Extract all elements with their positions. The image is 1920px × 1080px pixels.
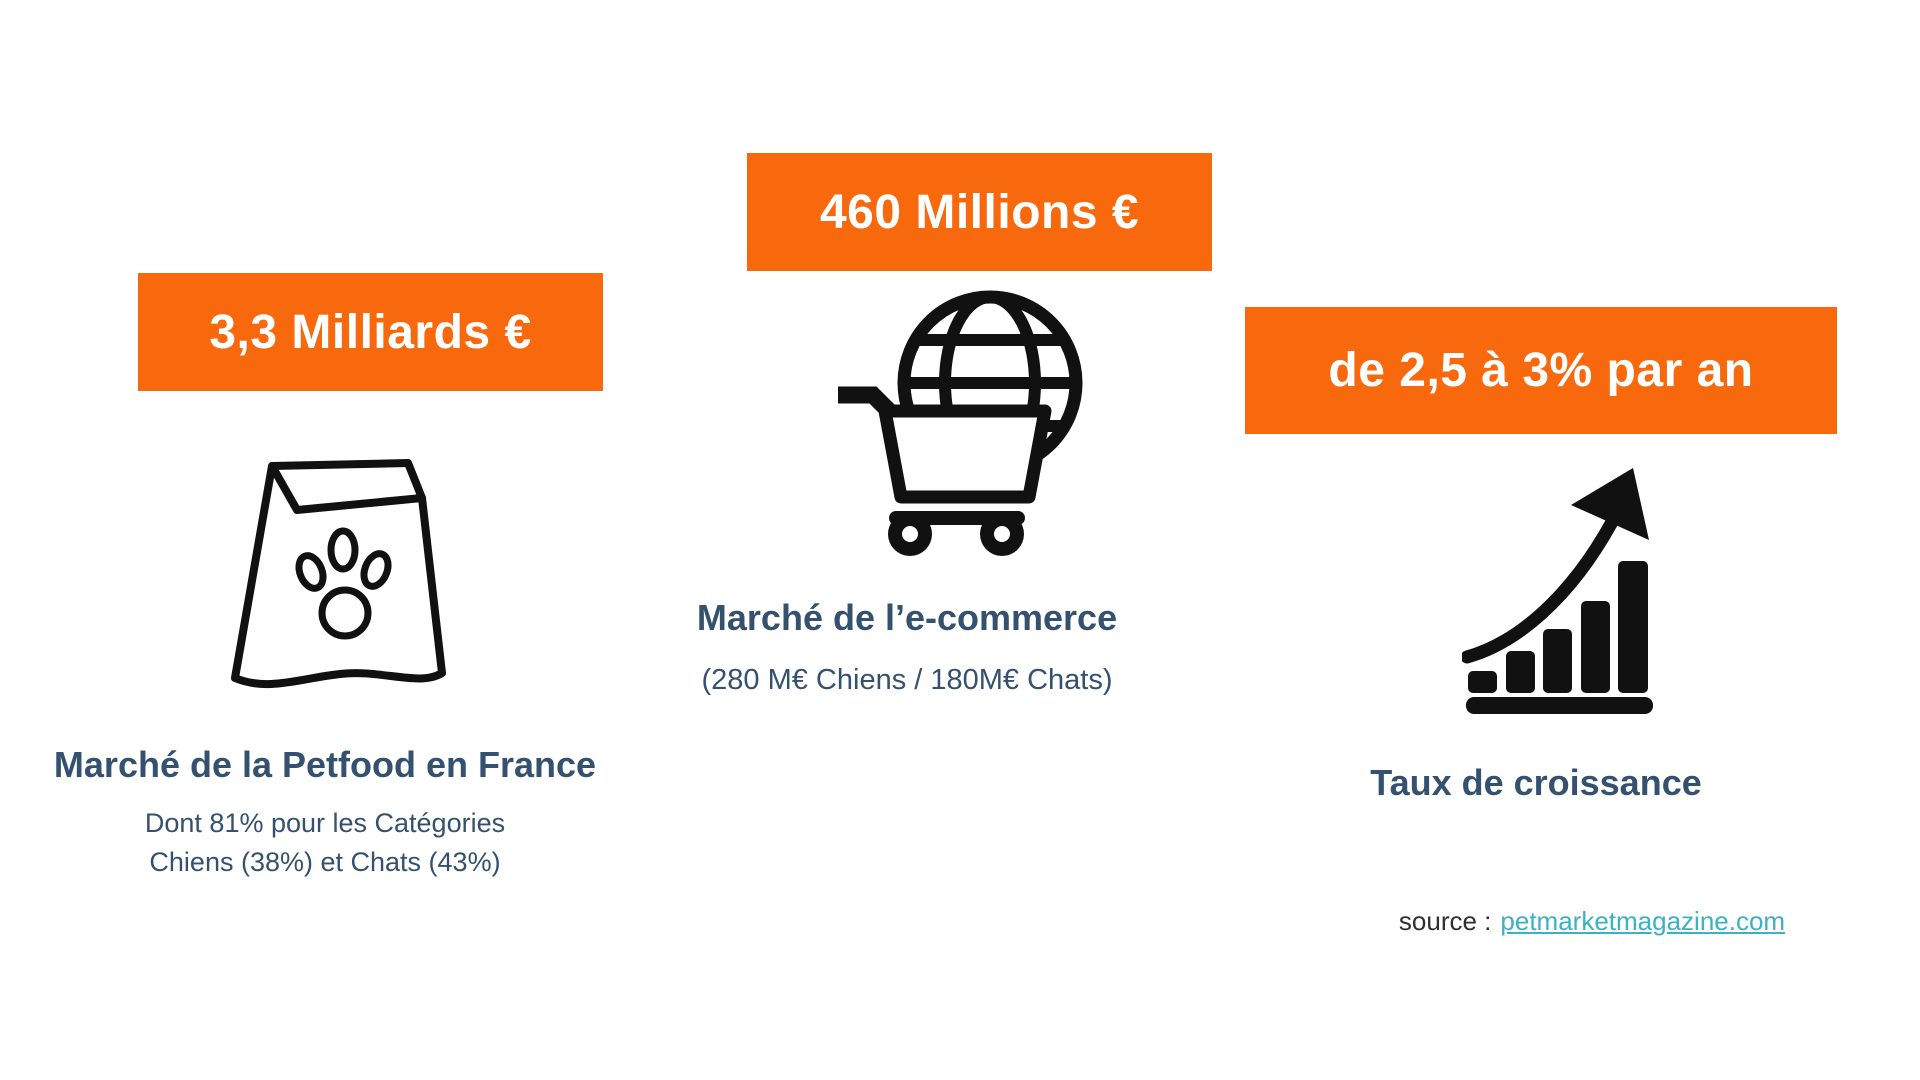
petfood-bag-icon [230,453,450,693]
petfood-subtitle-line2: Chiens (38%) et Chats (43%) [149,847,501,877]
source-line: source : petmarketmagazine.com [1302,906,1882,937]
growth-value-banner: de 2,5 à 3% par an [1245,307,1837,434]
ecommerce-subtitle: (280 M€ Chiens / 180M€ Chats) [701,664,1113,696]
source-link[interactable]: petmarketmagazine.com [1500,906,1786,936]
cart-globe-icon [833,283,1083,568]
petfood-value-label: 3,3 Milliards € [209,305,532,359]
growth-title: Taux de croissance [1370,762,1702,803]
petfood-title: Marché de la Petfood en France [53,744,597,785]
growth-chart-icon [1462,460,1657,720]
ecommerce-value-banner: 460 Millions € [747,153,1212,271]
growth-value-label: de 2,5 à 3% par an [1328,344,1754,397]
source-label: source : [1398,906,1492,936]
petfood-subtitle: Dont 81% pour les Catégories Chiens (38%… [25,804,625,882]
ecommerce-value-label: 460 Millions € [819,185,1140,239]
petfood-value-banner: 3,3 Milliards € [138,273,603,391]
petfood-subtitle-line1: Dont 81% pour les Catégories [144,808,506,838]
ecommerce-title: Marché de l’e-commerce [696,597,1118,638]
